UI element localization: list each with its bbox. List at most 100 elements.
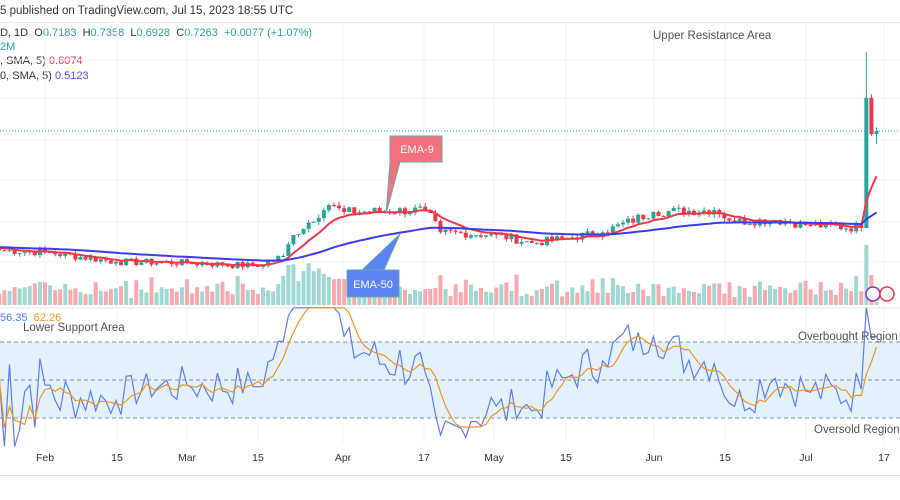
volume-bar [184, 279, 189, 305]
x-tick-label: 15 [719, 452, 731, 464]
volume-bar [468, 284, 473, 305]
volume-bar [281, 275, 286, 305]
volume-bar [681, 288, 686, 305]
candle-body [139, 262, 144, 265]
volume-bar [423, 289, 428, 305]
volume-bar [570, 287, 575, 305]
volume-bar [179, 287, 184, 305]
volume-bar [661, 296, 666, 305]
candle-body [631, 218, 636, 223]
volume-bar [778, 286, 783, 305]
volume-bar [413, 289, 418, 305]
volume-bar [7, 290, 12, 305]
candle-body [534, 242, 539, 244]
ema9-label: , SMA, 5) [0, 55, 46, 67]
volume-bar [342, 279, 347, 305]
x-tick-label: Apr [334, 452, 352, 464]
volume-bar [331, 279, 336, 305]
candle-body [98, 259, 103, 262]
volume-bar [833, 295, 838, 305]
volume-bar [88, 294, 93, 305]
volume-bar [828, 289, 833, 305]
axis-divider [0, 475, 900, 476]
candle-body [580, 233, 585, 240]
volume-bar [620, 286, 625, 305]
candle-body [727, 218, 732, 221]
volume-bar [666, 287, 671, 305]
candle-body [626, 218, 631, 223]
volume-bar [656, 284, 661, 305]
volume-bar [103, 291, 108, 305]
volume-bar [555, 280, 560, 305]
candle-body [504, 234, 509, 240]
volume-bar [402, 289, 407, 305]
candle-body [676, 207, 681, 209]
candle-body [681, 207, 686, 215]
volume-bar [433, 288, 438, 305]
volume-bar [575, 292, 580, 305]
volume-bar [68, 289, 73, 305]
candle-body [666, 211, 671, 217]
candle-body [458, 231, 463, 233]
volume-bar [524, 293, 529, 305]
candle-body [453, 230, 458, 232]
candle-body [413, 207, 418, 213]
volume-bar [0, 293, 2, 305]
volume-bar [129, 297, 134, 305]
candle-body [311, 221, 316, 223]
candle-body [844, 228, 849, 230]
volume-bar [615, 285, 620, 305]
volume-bar [286, 264, 291, 305]
candle-body [793, 223, 798, 228]
volume-bar [793, 290, 798, 305]
candle-body [550, 236, 554, 241]
volume-bar [838, 282, 843, 305]
volume-bar [337, 278, 342, 305]
candle-body [27, 251, 32, 253]
volume-bar [504, 282, 509, 305]
ema9-callout [385, 135, 443, 215]
ema50-callout-shape [346, 233, 401, 298]
volume-bar [631, 292, 636, 305]
volume-bar [321, 273, 326, 305]
volume-bar [438, 275, 443, 305]
ema50-label: 0, SMA, 5) [0, 70, 52, 82]
volume-bar [651, 283, 656, 305]
candle-body [78, 256, 83, 260]
candle-body [17, 253, 22, 255]
candle-body [276, 256, 281, 261]
volume-bar [210, 291, 215, 305]
volume-bar [326, 276, 331, 305]
ohlc-legend: D, 1D O0.7183 H0.7358 L0.6928 C0.7263 +0… [0, 27, 312, 39]
candle-body [463, 232, 468, 238]
candle-body [620, 222, 625, 225]
candle-body [661, 215, 666, 217]
volume-legend: 2M [0, 41, 16, 53]
candle-body [585, 231, 590, 234]
candle-body [306, 222, 311, 229]
candle-body [838, 225, 843, 230]
candle-body [473, 235, 478, 237]
volume-bar [43, 282, 47, 305]
candle-body [641, 214, 646, 220]
candle-body [331, 205, 336, 207]
volume-bar [296, 281, 301, 305]
volume-bar [443, 288, 448, 305]
x-tick-label: Jul [799, 452, 813, 464]
candle-body [58, 254, 63, 256]
volume-bar [190, 293, 195, 305]
rsi-ma-line [0, 307, 878, 428]
open-value: 0.7183 [42, 27, 77, 39]
volume-bar [686, 290, 691, 305]
volume-bar [119, 286, 124, 305]
volume-bar [113, 288, 118, 305]
volume-bar [271, 291, 276, 305]
candle-body [32, 251, 37, 256]
candle-body [2, 250, 7, 252]
symbol-timeframe: D, 1D [0, 27, 29, 39]
candle-body [869, 97, 874, 135]
volume-bar [727, 282, 732, 305]
change-value: +0.0077 (+1.07%) [223, 27, 313, 39]
volume-bar [691, 291, 696, 305]
